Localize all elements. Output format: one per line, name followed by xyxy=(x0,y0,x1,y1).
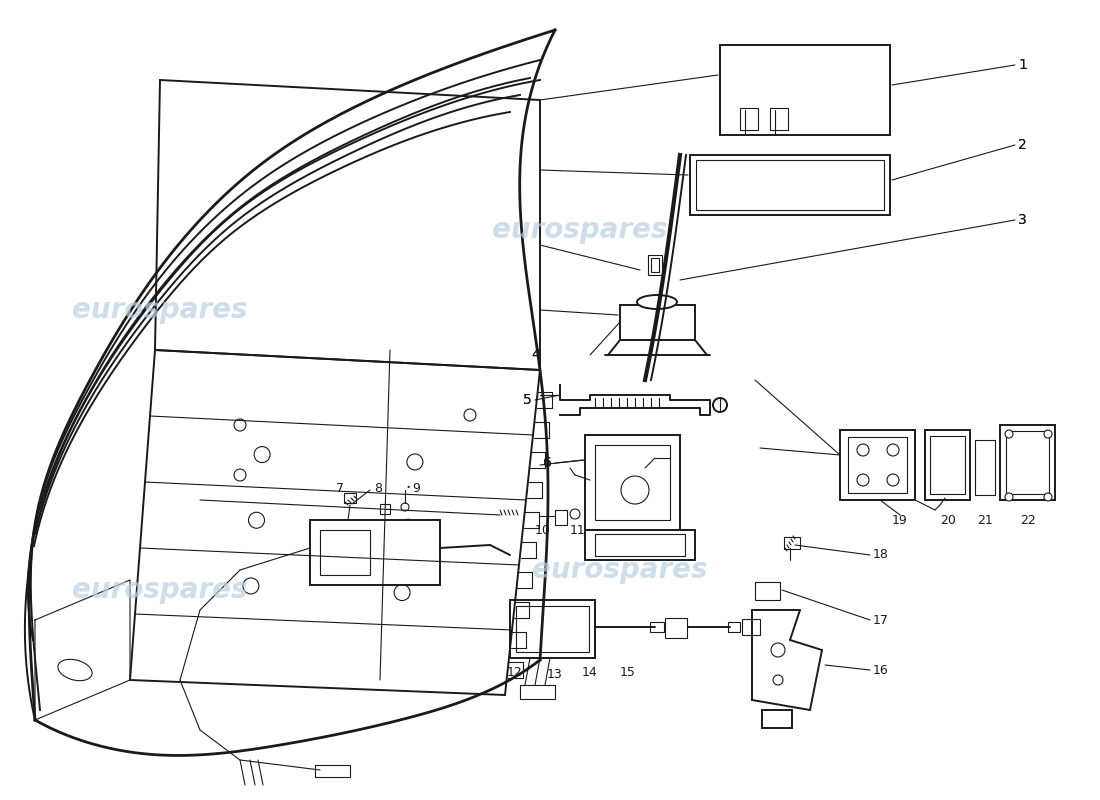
Bar xyxy=(648,255,662,275)
Text: 5: 5 xyxy=(524,393,532,407)
Bar xyxy=(784,537,800,549)
Text: 3: 3 xyxy=(1018,213,1026,227)
Bar xyxy=(770,108,788,130)
Text: 7: 7 xyxy=(336,482,344,494)
Bar xyxy=(310,520,440,585)
Text: 4: 4 xyxy=(531,348,540,362)
Circle shape xyxy=(464,409,476,421)
Circle shape xyxy=(570,509,580,519)
Text: 15: 15 xyxy=(620,666,636,678)
Bar xyxy=(379,504,390,514)
Circle shape xyxy=(1005,493,1013,501)
Bar xyxy=(585,530,695,560)
Circle shape xyxy=(771,643,785,657)
Text: 2: 2 xyxy=(1018,138,1026,152)
Bar xyxy=(742,619,760,635)
Text: 17: 17 xyxy=(873,614,889,626)
Bar xyxy=(728,622,740,632)
Text: 8: 8 xyxy=(374,482,382,494)
Text: 6: 6 xyxy=(543,456,552,470)
Bar xyxy=(755,582,780,600)
Bar xyxy=(520,685,556,699)
Circle shape xyxy=(621,476,649,504)
Circle shape xyxy=(857,474,869,486)
Circle shape xyxy=(857,444,869,456)
Text: 12: 12 xyxy=(507,666,522,678)
Text: 2: 2 xyxy=(1018,138,1026,152)
Bar xyxy=(975,440,996,495)
Circle shape xyxy=(234,469,246,481)
Text: 13: 13 xyxy=(547,669,563,682)
Bar xyxy=(840,430,915,500)
Text: 22: 22 xyxy=(1020,514,1036,526)
Text: 20: 20 xyxy=(940,514,956,526)
Bar xyxy=(620,305,695,340)
Text: eurospares: eurospares xyxy=(73,296,248,324)
Circle shape xyxy=(887,474,899,486)
Circle shape xyxy=(1005,430,1013,438)
Text: 10: 10 xyxy=(535,523,551,537)
Bar xyxy=(1006,431,1049,494)
Text: eurospares: eurospares xyxy=(532,556,707,584)
Bar xyxy=(344,493,356,503)
Bar xyxy=(556,510,566,525)
Text: 21: 21 xyxy=(977,514,993,526)
Circle shape xyxy=(249,512,264,528)
Bar xyxy=(516,606,588,652)
Circle shape xyxy=(243,578,258,594)
Text: 19: 19 xyxy=(892,514,907,526)
Bar xyxy=(666,618,688,638)
Circle shape xyxy=(887,444,899,456)
Text: 11: 11 xyxy=(570,523,586,537)
Text: 18: 18 xyxy=(873,549,889,562)
Circle shape xyxy=(394,585,410,601)
Circle shape xyxy=(773,675,783,685)
Text: 5: 5 xyxy=(524,393,532,407)
Bar xyxy=(320,530,370,575)
Bar xyxy=(925,430,970,500)
Bar xyxy=(595,445,670,520)
Circle shape xyxy=(254,446,271,462)
Text: eurospares: eurospares xyxy=(493,216,668,244)
Bar xyxy=(848,437,908,493)
Circle shape xyxy=(407,454,422,470)
Bar xyxy=(930,436,965,494)
Text: ·: · xyxy=(406,479,410,497)
Circle shape xyxy=(1044,493,1052,501)
Bar xyxy=(1000,425,1055,500)
Text: 1: 1 xyxy=(1018,58,1027,72)
Circle shape xyxy=(234,419,246,431)
Circle shape xyxy=(402,503,409,511)
Bar xyxy=(762,710,792,728)
Ellipse shape xyxy=(637,295,676,309)
Bar xyxy=(595,534,685,556)
Bar xyxy=(585,435,680,530)
Text: 6: 6 xyxy=(543,456,552,470)
Bar xyxy=(720,45,890,135)
Bar xyxy=(740,108,758,130)
Bar xyxy=(696,160,884,210)
Bar xyxy=(690,155,890,215)
Text: 4: 4 xyxy=(531,348,540,362)
Ellipse shape xyxy=(58,659,92,681)
Text: eurospares: eurospares xyxy=(73,576,248,604)
Circle shape xyxy=(1044,430,1052,438)
Circle shape xyxy=(400,519,417,535)
Bar xyxy=(651,258,659,272)
Bar xyxy=(510,600,595,658)
Text: 1: 1 xyxy=(1018,58,1027,72)
Bar xyxy=(315,765,350,777)
Text: 16: 16 xyxy=(873,663,889,677)
Circle shape xyxy=(713,398,727,412)
Text: 14: 14 xyxy=(582,666,598,678)
Text: 3: 3 xyxy=(1018,213,1026,227)
Text: 9: 9 xyxy=(412,482,420,494)
Bar xyxy=(650,622,664,632)
